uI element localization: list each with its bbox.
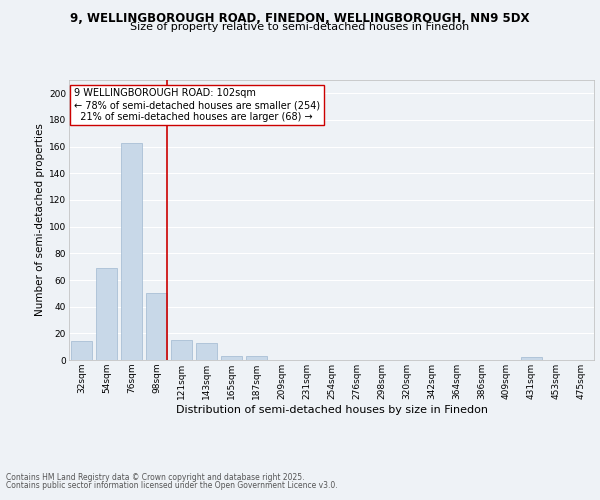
Bar xyxy=(146,294,167,360)
Y-axis label: Number of semi-detached properties: Number of semi-detached properties xyxy=(35,124,45,316)
Bar xyxy=(196,342,217,360)
Bar xyxy=(171,340,192,360)
Text: Contains HM Land Registry data © Crown copyright and database right 2025.: Contains HM Land Registry data © Crown c… xyxy=(6,472,305,482)
Text: Size of property relative to semi-detached houses in Finedon: Size of property relative to semi-detach… xyxy=(130,22,470,32)
Bar xyxy=(521,358,542,360)
Bar xyxy=(121,142,142,360)
Bar xyxy=(246,356,267,360)
Text: 9, WELLINGBOROUGH ROAD, FINEDON, WELLINGBOROUGH, NN9 5DX: 9, WELLINGBOROUGH ROAD, FINEDON, WELLING… xyxy=(70,12,530,26)
X-axis label: Distribution of semi-detached houses by size in Finedon: Distribution of semi-detached houses by … xyxy=(176,404,487,414)
Text: Contains public sector information licensed under the Open Government Licence v3: Contains public sector information licen… xyxy=(6,481,338,490)
Text: 9 WELLINGBOROUGH ROAD: 102sqm
← 78% of semi-detached houses are smaller (254)
  : 9 WELLINGBOROUGH ROAD: 102sqm ← 78% of s… xyxy=(74,88,320,122)
Bar xyxy=(71,342,92,360)
Bar xyxy=(221,356,242,360)
Bar xyxy=(96,268,117,360)
